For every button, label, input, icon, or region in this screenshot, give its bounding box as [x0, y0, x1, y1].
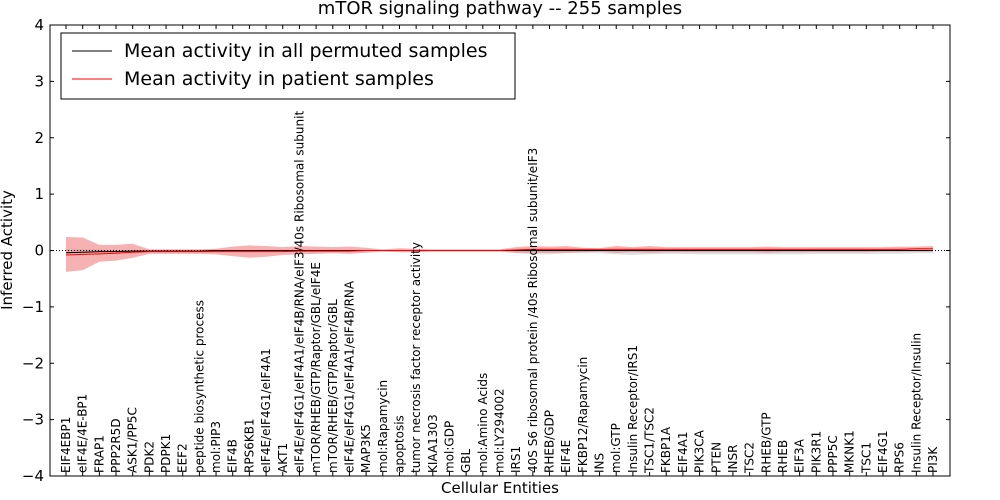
- y-tick-label: −4: [22, 467, 44, 485]
- y-axis-label: Inferred Activity: [0, 190, 16, 310]
- x-category-label: MAP3K5: [359, 424, 373, 473]
- x-category-label: Insulin Receptor/IRS1: [626, 345, 640, 473]
- x-category-label: FKBP1A: [659, 426, 673, 473]
- x-category-label: mol:Rapamycin: [376, 380, 390, 473]
- x-category-label: FRAP1: [92, 435, 106, 473]
- x-category-label: mol:Amino Acids: [476, 373, 490, 473]
- x-category-label: GBL: [459, 448, 473, 473]
- x-category-label: mol:PIP3: [209, 421, 223, 473]
- x-category-label: RHEB/GDP: [543, 410, 557, 473]
- x-category-label: RPS6KB1: [242, 418, 256, 473]
- x-category-label: EEF2: [176, 443, 190, 473]
- x-category-label: Insulin Receptor/Insulin: [909, 333, 923, 473]
- x-axis: EIF4EBP1 eIF4E/4E-BP1 FRAP1 PPP2R5D ASK1/PP5…: [59, 25, 940, 476]
- y-tick-label: −3: [22, 411, 44, 429]
- x-category-label: TSC1/TSC2: [643, 407, 657, 474]
- legend-entry-permuted: Mean activity in all permuted samples: [124, 40, 487, 62]
- y-tick-label: −2: [22, 354, 44, 372]
- x-category-label: PI3K: [926, 446, 940, 473]
- x-category-label: mol:GDP: [443, 421, 457, 473]
- x-category-label: PIK3R1: [809, 431, 823, 473]
- x-category-label: EIF4EBP1: [59, 417, 73, 473]
- x-category-label: eIF4E/4E-BP1: [76, 394, 90, 473]
- legend-box: [60, 32, 516, 100]
- patient-band: [66, 237, 933, 272]
- x-category-label: EIF4G1: [876, 430, 890, 473]
- y-tick-label: 1: [34, 185, 44, 203]
- y-tick-label: −1: [22, 298, 44, 316]
- x-category-label: TSC2: [743, 442, 757, 474]
- x-category-label: RHEB/GTP: [759, 412, 773, 473]
- x-category-label: PPP5C: [826, 435, 840, 473]
- y-tick-label: 2: [34, 129, 44, 147]
- y-tick-label: 4: [34, 16, 44, 34]
- x-category-label: ASK1/PP5C: [126, 407, 140, 473]
- x-category-label: tumor necrosis factor receptor activity: [409, 242, 423, 473]
- y-tick-label: 0: [34, 242, 44, 260]
- y-axis: −4 −3 −2 −1 0 1 2 3 4: [22, 16, 950, 485]
- x-category-label: peptide biosynthetic process: [192, 300, 206, 473]
- x-category-label: eIF4E/eIF4G1/eIF4A1/eIF4B/RNA/eIF3/40s R…: [292, 111, 306, 473]
- legend: Mean activity in all permuted samples Me…: [60, 32, 516, 100]
- x-category-label: TSC1: [859, 442, 873, 474]
- x-category-label: PDPK1: [159, 434, 173, 473]
- x-category-label: 40S S6 ribosomal protein /40s Ribosomal …: [526, 148, 540, 473]
- x-category-label: EIF4E: [559, 440, 573, 473]
- x-category-label: PIK3CA: [693, 429, 707, 473]
- x-category-label: EIF4A1: [676, 431, 690, 473]
- x-category-label: EIF4B: [226, 439, 240, 473]
- x-category-label: mol:LY294002: [493, 388, 507, 473]
- x-category-label: eIF4E/eIF4G1/eIF4A1: [259, 348, 273, 473]
- y-tick-label: 3: [34, 72, 44, 90]
- plot-area: [50, 237, 950, 272]
- x-category-label: RPS6: [893, 442, 907, 473]
- x-category-label: PPP2R5D: [109, 418, 123, 473]
- x-category-label: PDK2: [142, 441, 156, 473]
- patient-mean-line: [65, 248, 933, 256]
- x-category-label: INSR: [726, 445, 740, 473]
- x-category-label: FKBP12/Rapamycin: [576, 357, 590, 473]
- x-category-label: AKT1: [276, 443, 290, 473]
- x-category-label: INS: [593, 453, 607, 473]
- x-category-label: IRS1: [509, 446, 523, 473]
- x-category-label: KIAA1303: [426, 414, 440, 473]
- legend-entry-patient: Mean activity in patient samples: [124, 68, 434, 90]
- chart-title: mTOR signaling pathway -- 255 samples: [318, 0, 682, 19]
- x-axis-label: Cellular Entities: [441, 479, 559, 497]
- x-category-label: PTEN: [709, 442, 723, 473]
- x-category-label: mTOR/RHEB/GTP/Raptor/GBL: [326, 299, 340, 473]
- x-category-label: EIF3A: [793, 438, 807, 473]
- x-category-label: mTOR/RHEB/GTP/Raptor/GBL/eIF4E: [309, 262, 323, 473]
- x-category-label: eIF4E/eIF4G1/eIF4A1/eIF4B/RNA: [342, 280, 356, 473]
- x-category-label: MKNK1: [843, 430, 857, 473]
- x-category-label: mol:GTP: [609, 423, 623, 473]
- x-category-label: apoptosis: [393, 415, 407, 473]
- x-category-label: RHEB: [776, 440, 790, 473]
